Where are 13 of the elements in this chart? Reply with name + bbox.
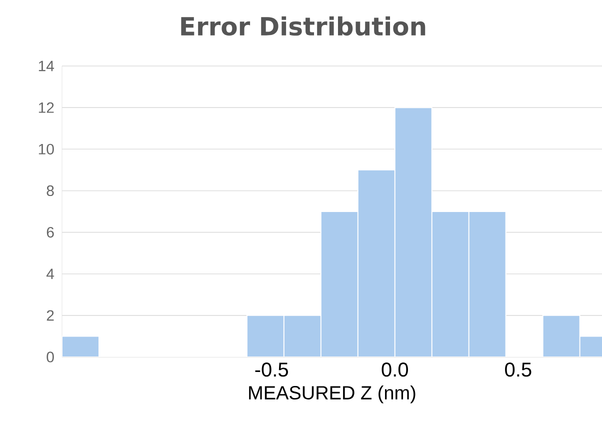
y-tick-label: 2	[46, 310, 54, 321]
y-tick-label: 10	[38, 144, 54, 154]
x-tick-label: 0.0	[382, 362, 408, 377]
y-tick-label: 4	[46, 268, 54, 280]
chart-title: Error Distribution	[181, 16, 426, 36]
x-tick-label: -0.5	[255, 362, 288, 377]
y-tick-label: 0	[46, 352, 54, 362]
y-tick-label: 6	[46, 226, 54, 238]
x-tick-label: 0.5	[505, 362, 532, 377]
y-tick-label: 14	[38, 60, 54, 72]
y-tick-label: 12	[38, 102, 54, 113]
y-tick-label: 8	[46, 185, 54, 196]
x-axis-title: MEASURED Z (nm)	[249, 386, 416, 404]
